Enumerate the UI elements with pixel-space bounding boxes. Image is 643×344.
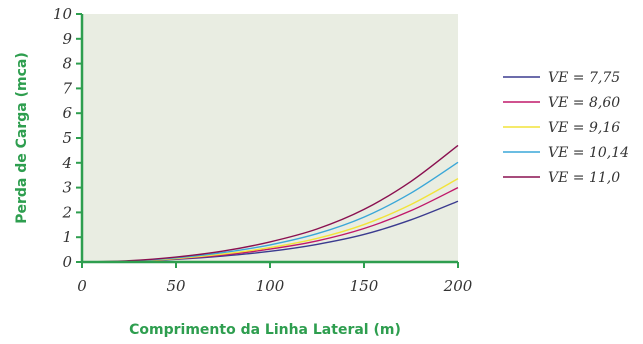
y-tick-label: 1 [62,228,72,246]
x-tick-label: 100 [256,277,285,295]
series-line-5 [81,144,459,263]
x-tick-label: 50 [166,277,186,295]
y-tick-label: 4 [61,154,72,172]
y-tick-label: 6 [62,104,72,122]
x-tick-label: 200 [443,277,473,295]
legend-label-3: VE = 9,16 [548,120,620,136]
y-tick-labels: 0 1 2 3 4 5 6 7 8 9 10 [53,5,73,271]
legend-label-2: VE = 8,60 [548,95,620,111]
y-axis-title: Perda de Carga (mca) [14,52,30,224]
y-tick-label: 10 [53,5,73,23]
x-tick-labels: 0 50 100 150 200 [77,277,473,295]
x-tick-label: 0 [77,277,87,295]
axes-layer [76,13,459,268]
y-tick-label: 2 [61,203,72,221]
legend: VE = 7,75 VE = 8,60 VE = 9,16 VE = 10,14 VE … [503,70,629,186]
y-tick-label: 3 [62,179,72,197]
y-tick-label: 8 [62,55,72,73]
y-tick-label: 0 [62,253,72,271]
x-axis-title: Comprimento da Linha Lateral (m) [129,322,401,338]
legend-label-4: VE = 10,14 [548,145,629,161]
series-layer [81,144,459,263]
y-tick-label: 7 [62,79,72,97]
y-tick-label: 9 [62,30,72,48]
x-tick-label: 150 [350,277,379,295]
y-tick-label: 5 [62,129,72,147]
legend-label-1: VE = 7,75 [548,70,620,86]
plot-area [82,14,458,262]
legend-label-5: VE = 11,0 [548,170,620,186]
